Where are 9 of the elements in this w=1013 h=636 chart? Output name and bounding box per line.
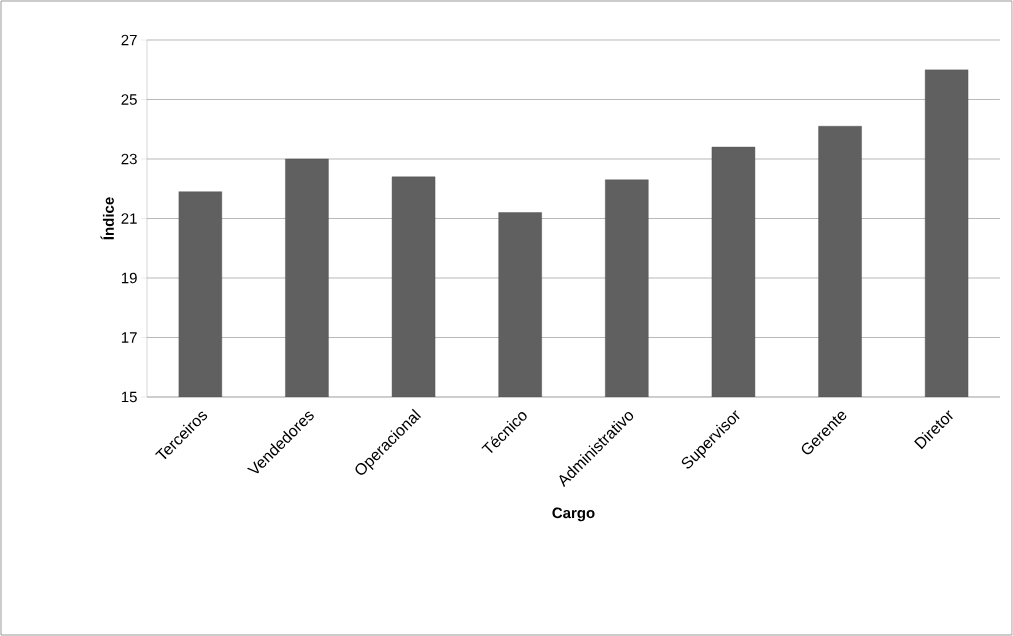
x-axis-title: Cargo bbox=[552, 507, 595, 522]
y-tick-label: 17 bbox=[121, 332, 137, 343]
y-tick-label: 25 bbox=[121, 94, 137, 105]
y-tick-label: 21 bbox=[121, 213, 137, 224]
y-tick-label: 23 bbox=[121, 153, 137, 165]
y-tick-label: 27 bbox=[121, 34, 137, 46]
y-axis-title: Índice bbox=[100, 197, 114, 240]
y-tick-label: 15 bbox=[121, 391, 137, 403]
y-tick-label: 19 bbox=[121, 272, 137, 284]
